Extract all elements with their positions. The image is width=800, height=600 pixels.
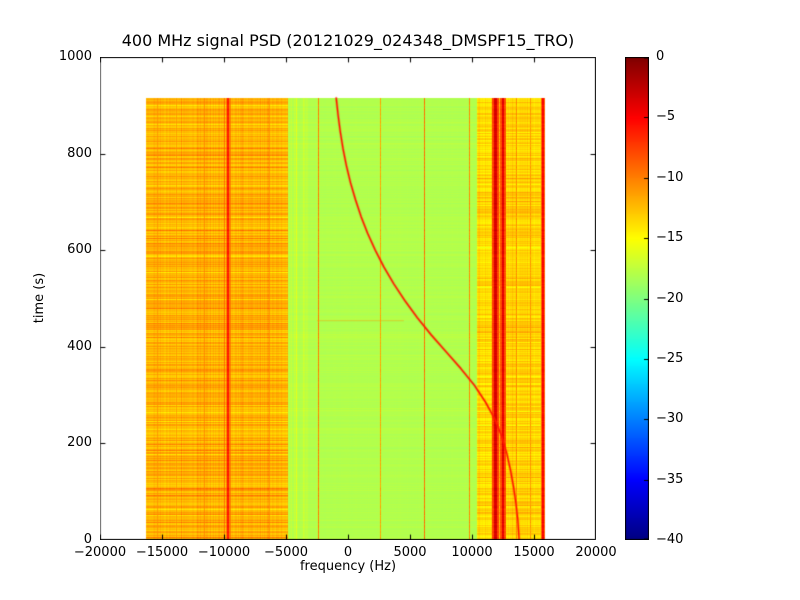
y-tick-label: 400 bbox=[67, 338, 92, 354]
x-tick-label: −20000 bbox=[73, 545, 127, 560]
colorbar bbox=[625, 57, 649, 540]
chart-title: 400 MHz signal PSD (20121029_024348_DMSP… bbox=[121, 31, 575, 50]
x-axis-label: frequency (Hz) bbox=[299, 559, 397, 574]
spectrogram-heatmap bbox=[100, 57, 596, 540]
x-tick-label: −15000 bbox=[135, 545, 189, 560]
y-tick-label: 1000 bbox=[58, 49, 92, 64]
colorbar-tick-label: −25 bbox=[656, 350, 684, 366]
colorbar-tick-label: −5 bbox=[656, 109, 676, 125]
colorbar-tick-label: −15 bbox=[656, 230, 684, 246]
y-tick-label: 600 bbox=[67, 242, 92, 258]
colorbar-tick-label: 0 bbox=[656, 49, 665, 64]
x-tick-label: 15000 bbox=[513, 545, 555, 560]
x-tick-label: −5000 bbox=[264, 545, 308, 560]
x-tick-label: 0 bbox=[343, 545, 353, 560]
colorbar-tick-label: −10 bbox=[656, 169, 684, 185]
x-tick-label: 5000 bbox=[393, 545, 427, 560]
y-tick-label: 800 bbox=[67, 145, 92, 161]
colorbar-tick-label: −30 bbox=[656, 411, 684, 427]
y-tick-label: 200 bbox=[67, 435, 92, 451]
y-tick-label: 0 bbox=[83, 532, 92, 547]
colorbar-tick-label: −40 bbox=[656, 532, 684, 547]
y-axis-label: time (s) bbox=[32, 272, 47, 324]
x-tick-label: −10000 bbox=[197, 545, 251, 560]
colorbar-tick-label: −20 bbox=[656, 290, 684, 306]
x-tick-label: 10000 bbox=[451, 545, 493, 560]
x-tick-label: 20000 bbox=[575, 545, 617, 560]
colorbar-tick-label: −35 bbox=[656, 471, 684, 487]
